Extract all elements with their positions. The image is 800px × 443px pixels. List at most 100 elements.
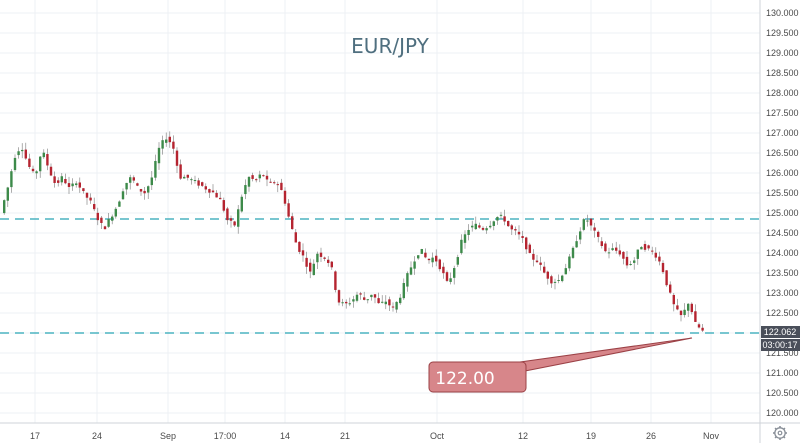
y-tick-label: 125.000: [766, 208, 799, 218]
last-price-label: 122.062: [764, 327, 797, 337]
candles: [3, 131, 704, 332]
candle-body: [525, 237, 528, 250]
y-tick-label: 121.000: [766, 368, 799, 378]
candle-body: [647, 245, 650, 249]
y-tick-label: 126.500: [766, 148, 799, 158]
candle-body: [474, 223, 477, 230]
candle-body: [175, 150, 179, 166]
x-tick-label: 17:00: [214, 431, 237, 441]
candle-body: [85, 192, 89, 198]
x-tick-label: 24: [92, 431, 102, 441]
candle-body: [265, 175, 269, 180]
candle-body: [262, 175, 265, 177]
y-tick-label: 128.000: [766, 88, 799, 98]
candle-body: [643, 244, 647, 250]
candle-body: [503, 216, 506, 222]
candle-body: [593, 227, 596, 231]
candle-body: [388, 299, 391, 306]
candle-body: [521, 236, 524, 238]
candle-body: [190, 179, 193, 181]
candle-body: [370, 294, 373, 298]
candle-body: [237, 209, 240, 227]
candle-body: [301, 250, 305, 256]
candle-body: [629, 264, 632, 266]
candle-body: [557, 280, 560, 282]
candle-body: [568, 256, 571, 269]
candle-body: [579, 231, 582, 240]
candle-body: [298, 241, 301, 252]
candle-body: [172, 141, 175, 149]
candle-body: [683, 309, 686, 316]
candle-body: [53, 176, 56, 183]
candle-body: [319, 252, 323, 257]
candle-body: [694, 311, 697, 322]
candle-body: [582, 219, 585, 230]
candle-body: [28, 158, 31, 167]
candle-body: [283, 190, 287, 204]
y-tick-label: 127.000: [766, 128, 799, 138]
gear-icon[interactable]: [773, 426, 787, 440]
candle-body: [17, 151, 20, 156]
candle-body: [348, 303, 351, 305]
candle-body: [294, 232, 297, 243]
x-tick-label: Oct: [430, 431, 445, 441]
candle-body: [575, 241, 578, 248]
candle-body: [409, 267, 413, 275]
candle-body: [24, 149, 27, 159]
candle-body: [312, 263, 315, 276]
candle-body: [150, 177, 153, 186]
candle-body: [334, 271, 337, 290]
candle-body: [204, 186, 207, 190]
candle-body: [258, 174, 261, 179]
candle-body: [478, 225, 481, 228]
candle-body: [611, 248, 614, 251]
candle-body: [636, 249, 639, 259]
x-tick-label: 17: [30, 431, 40, 441]
candle-body: [60, 176, 63, 183]
candle-body: [42, 152, 45, 158]
candle-body: [233, 221, 236, 226]
candle-body: [435, 255, 438, 262]
candle-body: [143, 190, 146, 194]
candle-body: [535, 260, 539, 263]
candle-body: [337, 290, 341, 303]
candle-body: [471, 225, 474, 228]
candle-body: [449, 278, 452, 282]
candle-body: [269, 181, 272, 183]
candle-body: [355, 294, 359, 301]
candle-body: [255, 179, 258, 181]
candle-body: [330, 261, 333, 268]
candle-body: [10, 171, 13, 188]
last-price-box: [761, 326, 800, 338]
candle-body: [125, 182, 128, 190]
candle-body: [377, 298, 380, 304]
y-tick-label: 121.500: [766, 348, 799, 358]
candle-body: [402, 283, 405, 299]
candle-body: [229, 218, 233, 221]
candle-body: [492, 221, 495, 226]
candle-body: [100, 217, 103, 223]
candle-body: [31, 168, 35, 172]
candle-body: [622, 251, 625, 259]
candle-body: [111, 216, 114, 221]
time-axis[interactable]: 17 24 Sep 17:00 14 21 Oct 12 19 26 Nov: [30, 431, 720, 441]
candle-body: [39, 156, 42, 172]
candle-body: [690, 303, 693, 313]
countdown-box: [761, 339, 800, 351]
x-tick-label: Sep: [160, 431, 176, 441]
annotation-callout[interactable]: 122.00: [428, 337, 693, 393]
price-axis[interactable]: 130.000 129.500 129.000 128.500 128.000 127.5…: [766, 8, 799, 418]
y-tick-label: 126.000: [766, 168, 799, 178]
candle-body: [654, 252, 657, 258]
candle-body: [672, 294, 675, 305]
candle-body: [589, 218, 593, 226]
candle-body: [679, 310, 683, 316]
candle-body: [168, 136, 171, 143]
candle-body: [463, 234, 467, 243]
y-tick-label: 127.500: [766, 108, 799, 118]
candle-body: [244, 185, 247, 195]
candle-body: [222, 200, 225, 211]
y-tick-label: 129.500: [766, 28, 799, 38]
y-tick-label: 124.500: [766, 228, 799, 238]
candle-body: [129, 177, 132, 183]
